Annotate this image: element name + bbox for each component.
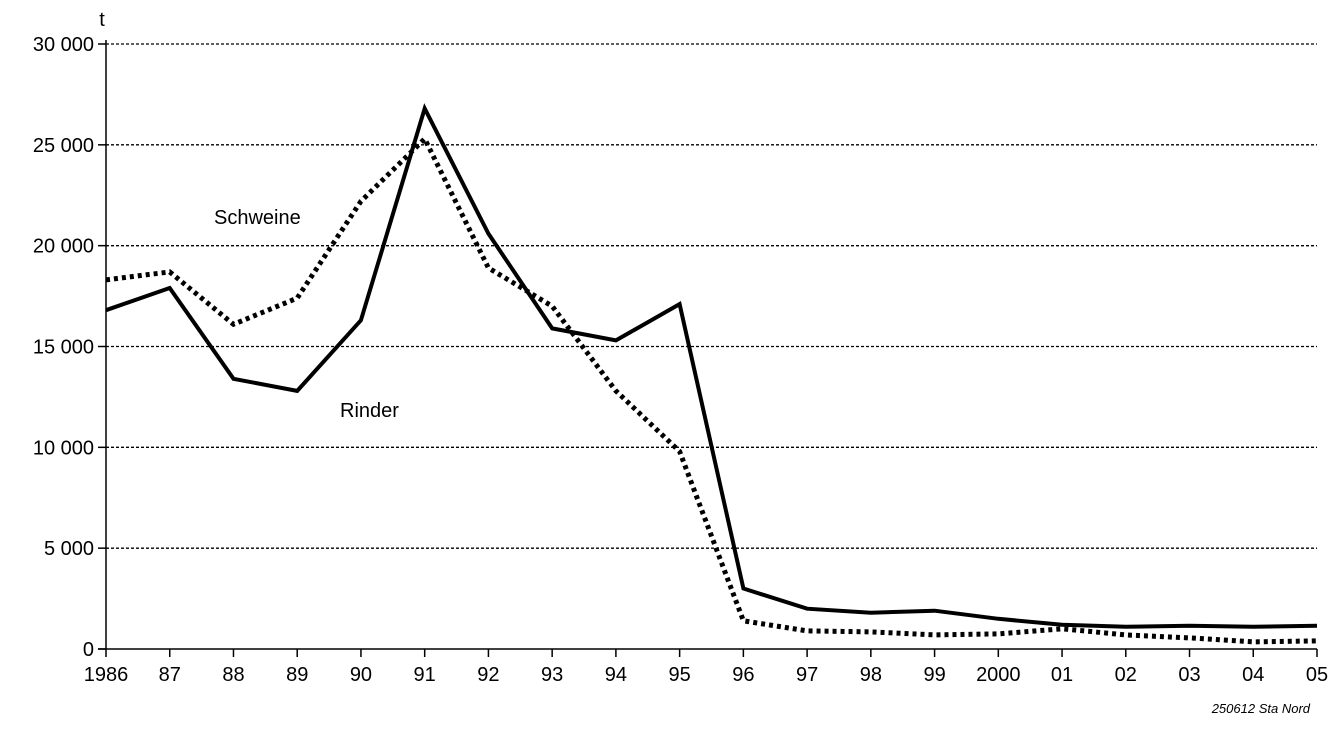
labels: 0 5 000 10 000 15 000 20 000 25 000 30 000 1986… <box>33 9 1328 716</box>
x-tick-label: 98 <box>860 664 882 686</box>
x-tick-label: 03 <box>1178 664 1200 686</box>
x-tick-label: 05 <box>1306 664 1328 686</box>
x-tick-label: 90 <box>350 664 372 686</box>
y-tick-label: 0 <box>83 639 94 661</box>
x-tick-label: 2000 <box>976 664 1021 686</box>
x-tick-label: 92 <box>477 664 499 686</box>
series-label-schweine: Schweine <box>214 207 301 229</box>
series-lines <box>105 103 1318 645</box>
y-tick-label: 30 000 <box>33 34 94 56</box>
y-tick-label: 20 000 <box>33 236 94 258</box>
x-tick-label: 93 <box>541 664 563 686</box>
x-tick-label: 04 <box>1242 664 1264 686</box>
y-tick-label: 15 000 <box>33 337 94 359</box>
x-tick-label: 94 <box>605 664 627 686</box>
grid-lines <box>106 43 1317 549</box>
axes <box>98 40 1318 657</box>
x-tick-label: 1986 <box>84 664 129 686</box>
y-tick-label: 5 000 <box>44 538 94 560</box>
series-label-rinder: Rinder <box>340 400 399 422</box>
x-tick-label: 91 <box>414 664 436 686</box>
x-tick-label: 88 <box>222 664 244 686</box>
series-line-schweine <box>105 134 1318 645</box>
x-tick-label: 96 <box>732 664 754 686</box>
x-tick-label: 02 <box>1115 664 1137 686</box>
x-tick-label: 99 <box>923 664 945 686</box>
y-tick-label: 10 000 <box>33 437 94 459</box>
y-axis-unit-label: t <box>99 9 105 31</box>
x-tick-label: 01 <box>1051 664 1073 686</box>
source-note: 250612 Sta Nord <box>1211 701 1311 716</box>
x-tick-label: 89 <box>286 664 308 686</box>
x-tick-label: 97 <box>796 664 818 686</box>
series-line-rinder <box>105 103 1318 629</box>
y-tick-label: 25 000 <box>33 135 94 157</box>
x-tick-label: 95 <box>669 664 691 686</box>
x-tick-label: 87 <box>159 664 181 686</box>
